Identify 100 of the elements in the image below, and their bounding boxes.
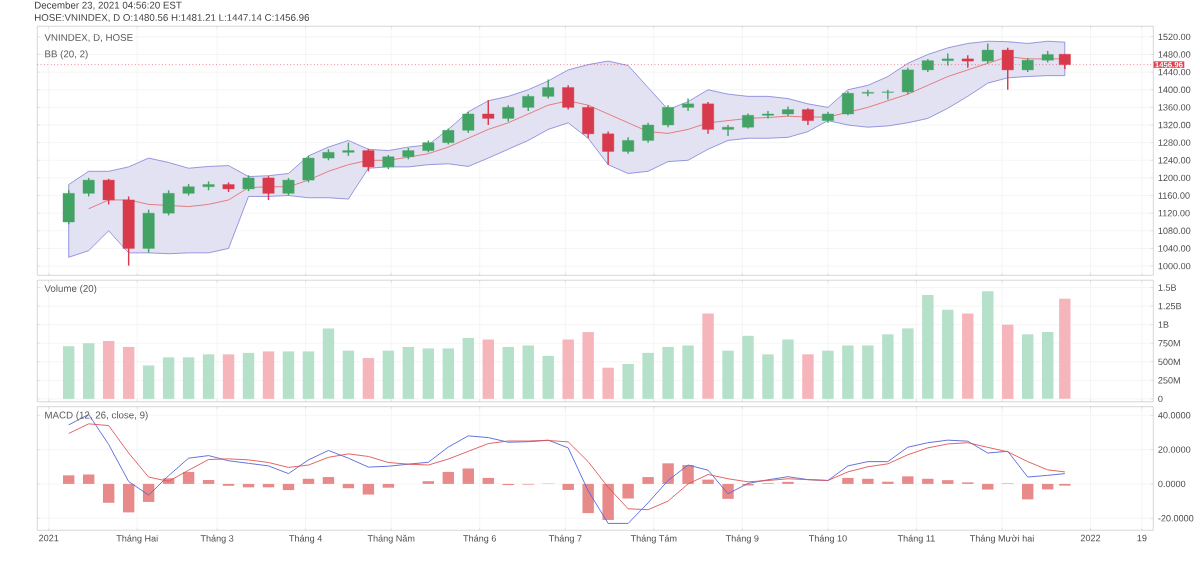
bar — [922, 478, 934, 484]
bar — [102, 483, 115, 503]
bar — [122, 483, 135, 513]
candlestick — [462, 110, 475, 134]
bar — [982, 291, 994, 399]
bar — [582, 483, 594, 513]
bar — [362, 357, 375, 399]
bar — [642, 476, 654, 484]
bar — [562, 483, 574, 490]
y-tick-label: 1B — [1158, 321, 1169, 328]
bar — [622, 483, 634, 499]
text: VNINDEX, D, HOSE — [44, 33, 133, 42]
bar — [422, 348, 435, 399]
bar — [302, 478, 315, 484]
y-tick-label: 1520.00 — [1158, 33, 1191, 40]
bar — [282, 483, 295, 491]
bar — [602, 367, 614, 399]
bar — [762, 354, 774, 399]
bar — [742, 335, 754, 399]
bar — [182, 357, 195, 399]
bar — [402, 346, 415, 399]
bar — [702, 479, 714, 484]
bar — [142, 365, 155, 399]
bar — [202, 354, 215, 399]
y-tick-label: 250M — [1158, 377, 1180, 384]
bar — [942, 480, 954, 484]
x-tick-label: Tháng 11 — [897, 534, 935, 544]
bar — [862, 345, 874, 399]
bar — [322, 476, 335, 484]
y-tick-label: 0 — [1158, 395, 1163, 402]
bar — [842, 477, 854, 484]
y-tick-label: 500M — [1158, 358, 1180, 365]
x-tick-label: Tháng 4 — [289, 534, 322, 544]
bar — [382, 350, 395, 399]
bar — [462, 468, 474, 484]
bar — [662, 346, 674, 399]
bar — [242, 352, 255, 399]
bar — [102, 340, 115, 399]
x-tick-label: Tháng 10 — [808, 534, 847, 544]
bar — [1002, 324, 1014, 399]
bar — [162, 357, 175, 399]
bar — [622, 363, 634, 399]
x-tick-label: Tháng 9 — [725, 534, 759, 544]
bar — [502, 346, 514, 399]
x-tick-label: Tháng 6 — [463, 534, 496, 544]
y-tick-label: 40.0000 — [1158, 411, 1191, 419]
candlestick — [981, 42, 994, 64]
bar — [1041, 332, 1054, 399]
bar — [842, 345, 854, 399]
candlestick — [102, 177, 115, 205]
y-tick-label: 0.0000 — [1158, 480, 1186, 488]
y-tick-label: 750M — [1158, 339, 1180, 347]
candlestick — [722, 124, 734, 137]
y-tick-label: 1280.00 — [1158, 139, 1191, 146]
text: HOSE:VNINDEX, D O:1480.56 H:1481.21 L:1447.14 C:1456.96 — [35, 13, 310, 23]
bar — [82, 474, 95, 484]
bar — [222, 354, 235, 399]
bar — [1059, 298, 1071, 399]
candlestick — [482, 99, 495, 126]
x-tick-label: Tháng 7 — [548, 534, 582, 544]
bar — [342, 350, 355, 399]
candlestick — [941, 52, 954, 67]
bar — [882, 334, 894, 399]
bar — [642, 352, 654, 399]
text: BB (20, 2) — [45, 50, 88, 60]
y-tick-label: 1200.00 — [1158, 174, 1191, 182]
bar — [922, 294, 934, 399]
x-tick-label: Tháng 3 — [200, 534, 234, 544]
bar — [322, 328, 335, 399]
bar — [442, 471, 455, 484]
bar — [202, 479, 215, 484]
bar — [342, 483, 355, 489]
bar — [63, 475, 75, 484]
y-tick-label: 1400.00 — [1158, 86, 1191, 93]
bar — [902, 328, 914, 399]
y-tick-label: 1240.00 — [1158, 156, 1191, 164]
candlestick — [602, 130, 615, 166]
bar — [862, 478, 874, 484]
bar — [602, 483, 614, 520]
candlestick — [82, 177, 95, 198]
bar — [802, 354, 814, 399]
bar — [782, 339, 794, 399]
y-tick-label: 1.25B — [1158, 302, 1182, 310]
bar — [422, 481, 435, 484]
bar — [262, 351, 275, 399]
candlestick — [901, 66, 914, 95]
y-tick-label: 1160.00 — [1158, 192, 1190, 199]
bar — [382, 483, 395, 488]
bar — [982, 483, 994, 490]
bar — [63, 346, 75, 399]
y-tick-label: 1080.00 — [1158, 227, 1191, 234]
line-series — [68, 423, 1066, 511]
bar — [902, 476, 914, 484]
candlestick — [262, 175, 275, 201]
y-tick-label: 1040.00 — [1158, 245, 1191, 252]
y-tick-label: 1480.00 — [1158, 51, 1191, 58]
y-tick-label: 1440.00 — [1158, 68, 1191, 76]
candlestick — [662, 104, 674, 128]
bar — [1022, 334, 1034, 399]
candlestick — [162, 189, 175, 217]
